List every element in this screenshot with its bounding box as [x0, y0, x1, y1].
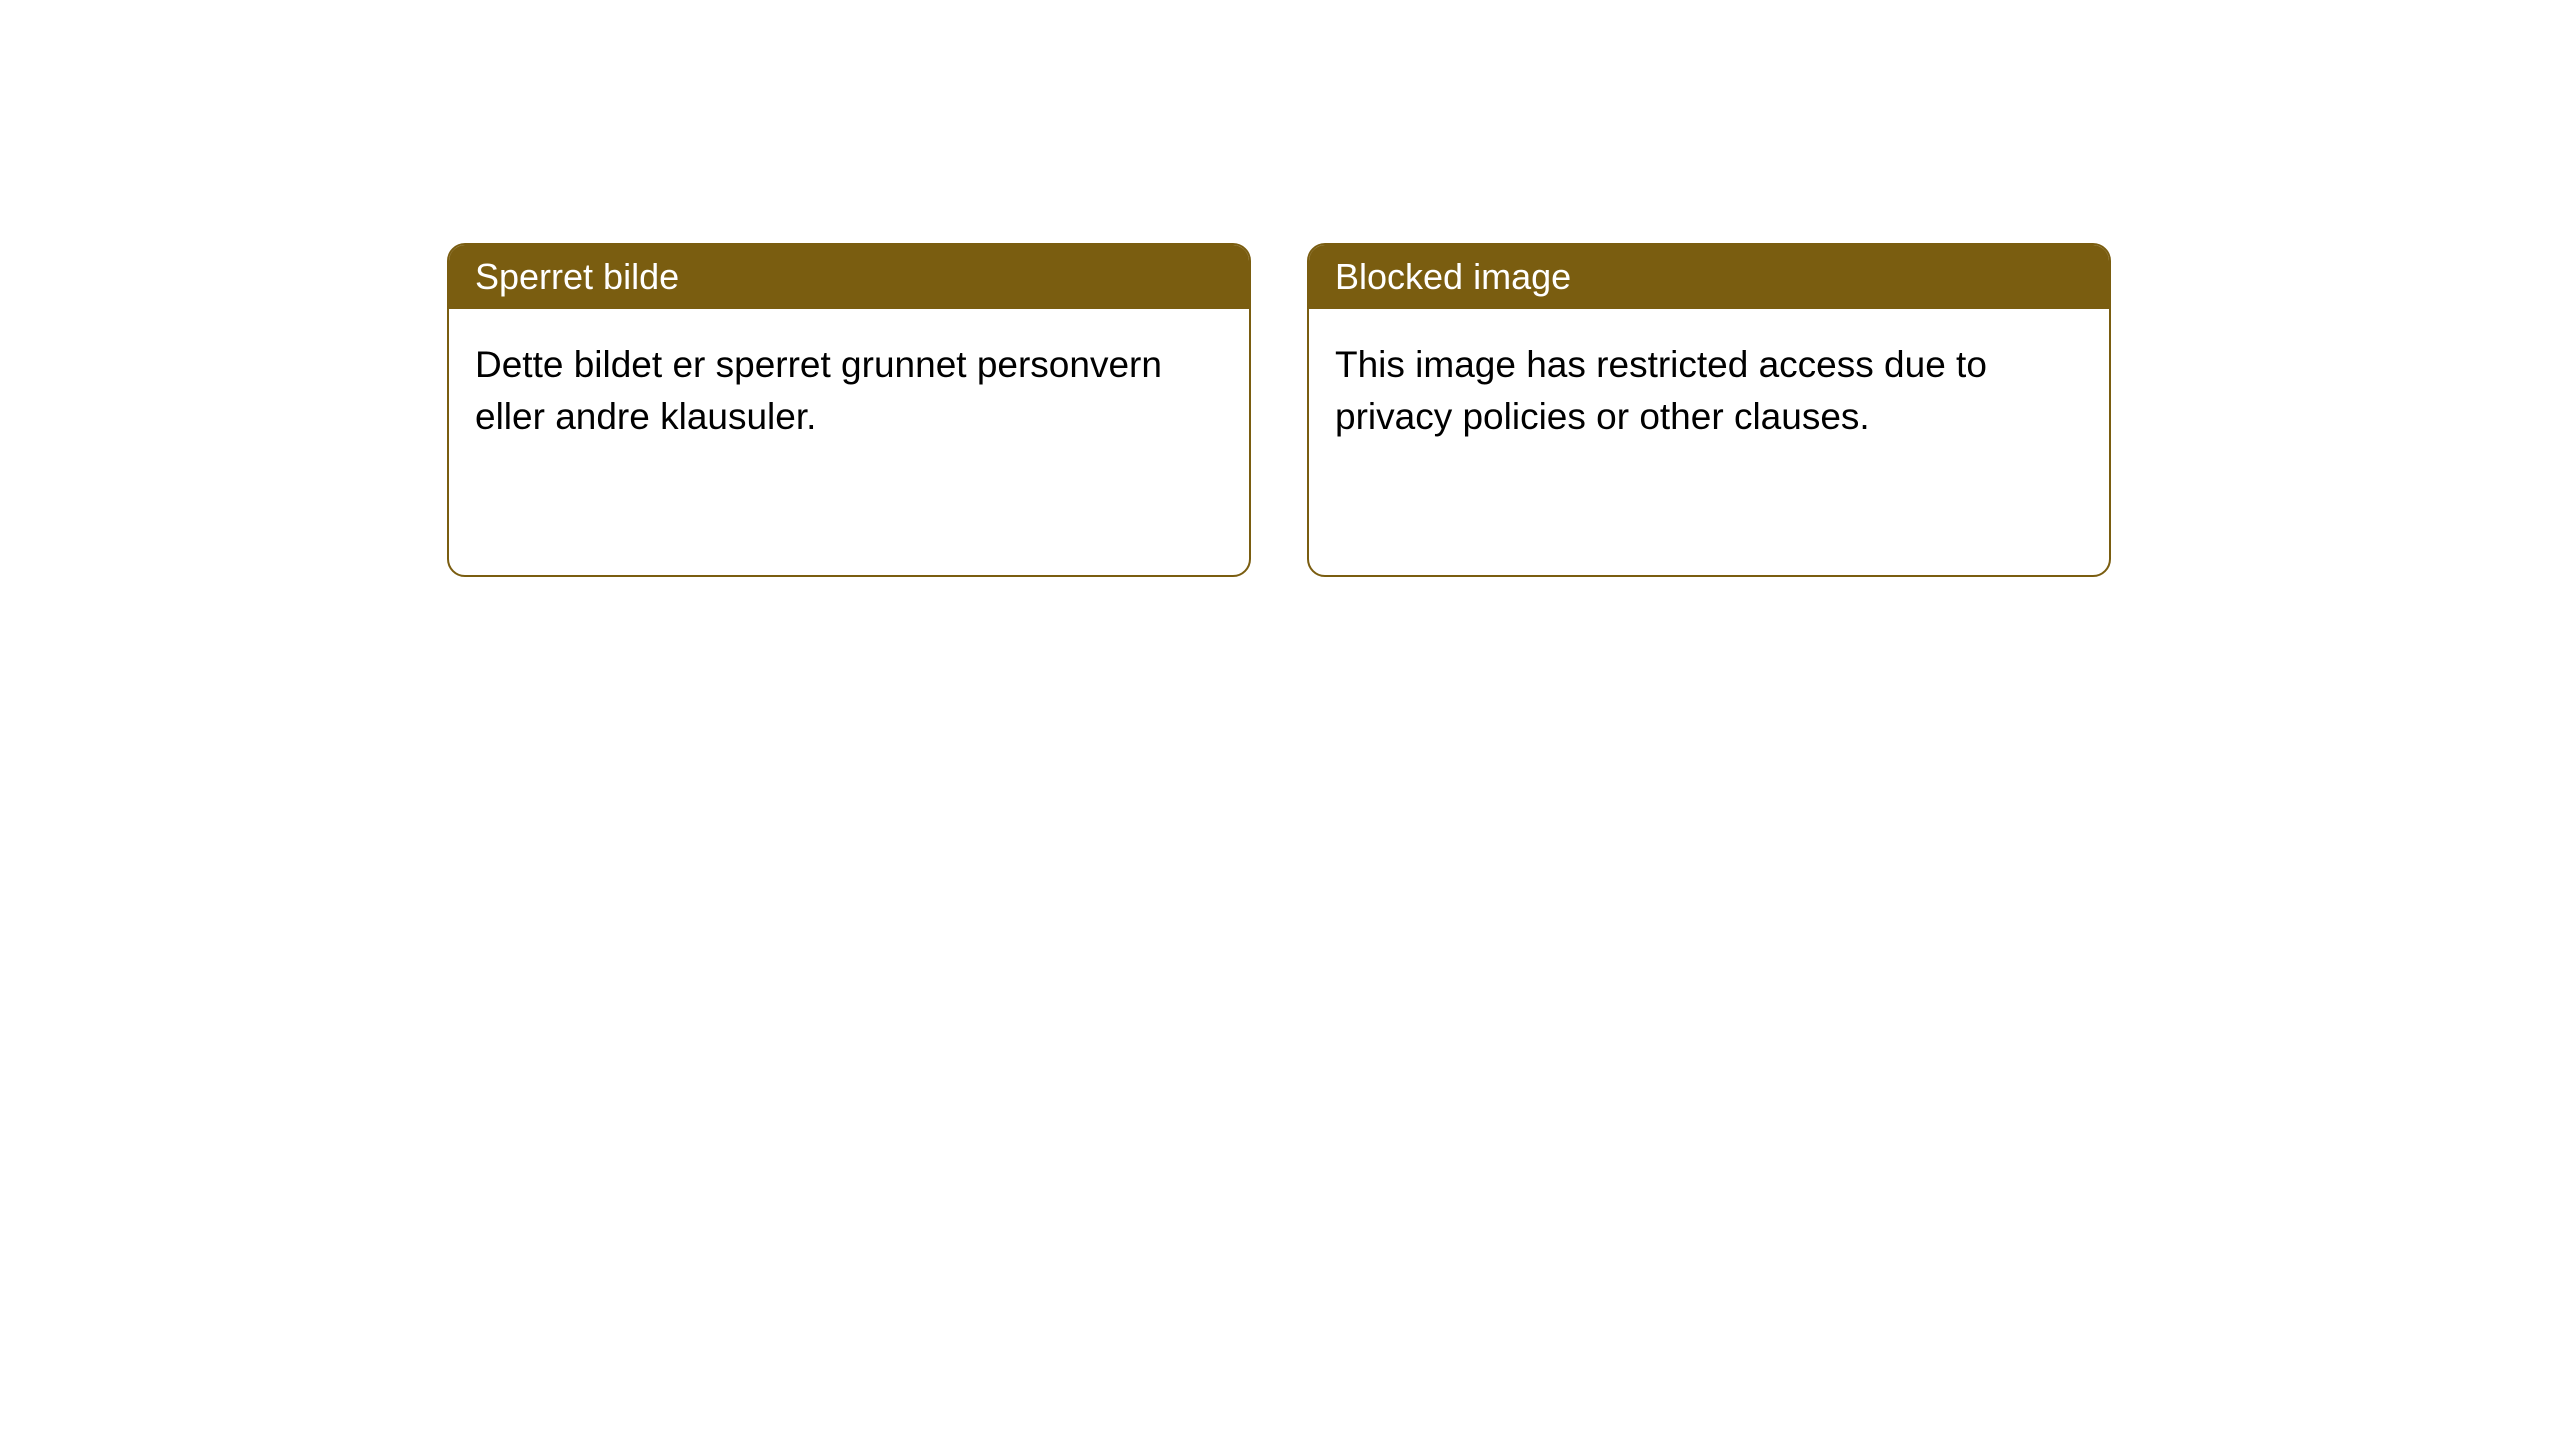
cards-container: Sperret bilde Dette bildet er sperret gr…: [0, 0, 2560, 577]
card-header-no: Sperret bilde: [449, 245, 1249, 309]
card-header-en: Blocked image: [1309, 245, 2109, 309]
blocked-image-card-no: Sperret bilde Dette bildet er sperret gr…: [447, 243, 1251, 577]
blocked-image-card-en: Blocked image This image has restricted …: [1307, 243, 2111, 577]
card-body-no: Dette bildet er sperret grunnet personve…: [449, 309, 1249, 473]
card-body-en: This image has restricted access due to …: [1309, 309, 2109, 473]
